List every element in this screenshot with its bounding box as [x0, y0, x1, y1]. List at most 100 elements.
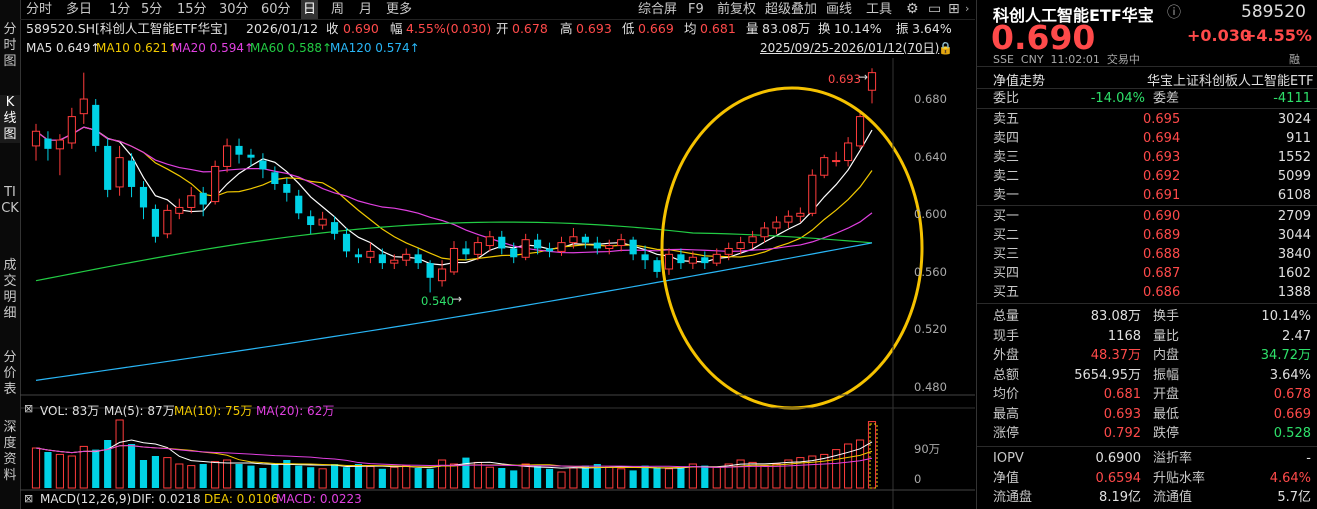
volume-bar [151, 456, 160, 488]
settings-icon[interactable]: ⚙ [906, 1, 919, 17]
candle-body [701, 257, 709, 264]
stat-row[interactable]: 均价 0.681 开盘 0.678 [993, 385, 1315, 404]
lock-icon[interactable]: 🔒 [938, 41, 953, 55]
macd-title: MACD(12,26,9) [40, 492, 132, 506]
ask-volume: 1552 [1277, 150, 1311, 165]
low-arrow-icon: → [452, 292, 463, 306]
macd-dif: DIF: 0.0218 [132, 492, 201, 506]
candle-body [318, 218, 327, 226]
vol-tick: 90万 [914, 442, 941, 456]
stat-row[interactable]: 最高 0.693 最低 0.669 [993, 405, 1315, 424]
stat-label: 最高 [993, 406, 1020, 422]
kline-chart[interactable] [20, 58, 975, 509]
volume-bar [104, 440, 112, 488]
tab-kline[interactable]: K线图 [0, 95, 20, 143]
tab-trade-detail[interactable]: 成交明细 [3, 258, 17, 321]
ask-level-label: 卖一 [993, 188, 1020, 203]
stat-row[interactable]: 现手 1168 量比 2.47 [993, 327, 1315, 346]
date-range[interactable]: 2025/09/25-2026/01/12(70日) [760, 41, 940, 55]
tab-depth-data[interactable]: 深度资料 [3, 420, 17, 483]
volume-bar [808, 455, 817, 489]
close-value: 0.690 [343, 21, 379, 36]
ask-level-row[interactable]: 卖三 0.693 1552 [993, 148, 1315, 167]
candle-body [593, 242, 601, 249]
layout-icon[interactable]: ⊞ [948, 1, 960, 17]
period-more[interactable]: 更多 [386, 2, 413, 17]
f9-button[interactable]: F9 [688, 2, 704, 17]
volume-bar [534, 465, 542, 488]
overlay-button[interactable]: 超级叠加 [765, 2, 818, 17]
bid-level-row[interactable]: 买五 0.686 1388 [993, 283, 1315, 302]
draw-line-button[interactable]: 画线 [826, 2, 853, 17]
ask-level-row[interactable]: 卖四 0.694 911 [993, 129, 1315, 148]
bid-volume: 2709 [1277, 209, 1311, 224]
nav-row[interactable]: IOPV 0.6900 溢折率 - [993, 449, 1315, 468]
period-day[interactable]: 日 [301, 0, 319, 19]
collapse-icon[interactable]: › [965, 2, 970, 15]
bid-level-row[interactable]: 买三 0.688 3840 [993, 245, 1315, 264]
tab-price-table[interactable]: 分价表 [3, 350, 17, 397]
nav-row[interactable]: 净值 0.6594 升贴水率 4.64% [993, 469, 1315, 488]
volume-bar [820, 453, 829, 489]
candle-body [151, 208, 160, 237]
bid-level-row[interactable]: 买四 0.687 1602 [993, 264, 1315, 283]
volume-bar [485, 466, 494, 489]
volume-bar [175, 463, 184, 489]
nav-row[interactable]: 流通盘 8.19亿 流通值 5.7亿 [993, 488, 1315, 507]
nav-value: - [1306, 451, 1311, 466]
nav-trend-link[interactable]: 净值走势 [993, 74, 1046, 89]
candle-body [295, 195, 303, 214]
volume-bar [832, 449, 841, 489]
security-name: 科创人工智能ETF华宝 [993, 6, 1154, 25]
candle-body [808, 174, 817, 214]
macd-settings-icon[interactable]: ⊠ [24, 492, 34, 505]
info-icon[interactable]: ⓘ [1167, 5, 1181, 21]
adjust-button[interactable]: 前复权 [717, 2, 757, 17]
ask-level-row[interactable]: 卖五 0.695 3024 [993, 110, 1315, 129]
composite-screen-button[interactable]: 综合屏 [638, 2, 678, 17]
period-timeshare[interactable]: 分时 [26, 2, 53, 17]
stat-row[interactable]: 涨停 0.792 跌停 0.528 [993, 424, 1315, 443]
tab-tick[interactable]: TICK [1, 185, 19, 216]
bid-price: 0.688 [1143, 247, 1181, 262]
volume-bar [796, 457, 805, 489]
nav-value: 0.6900 [1095, 451, 1142, 466]
high-value: 0.693 [576, 21, 612, 36]
candle-body [187, 195, 196, 208]
stat-row[interactable]: 外盘 48.37万 内盘 34.72万 [993, 346, 1315, 365]
view-tabs: 分时图 K线图 TICK 成交明细 分价表 深度资料 [0, 0, 21, 509]
stat-value: 0.678 [1273, 387, 1311, 402]
period-month[interactable]: 月 [359, 2, 373, 17]
bid-level-row[interactable]: 买二 0.689 3044 [993, 226, 1315, 245]
candle-body [581, 236, 589, 243]
stat-row[interactable]: 总量 83.08万 换手 10.14% [993, 307, 1315, 326]
tab-timeshare[interactable]: 分时图 [3, 22, 17, 69]
window-icon[interactable]: ▭ [928, 1, 942, 17]
ask-level-row[interactable]: 卖二 0.692 5099 [993, 167, 1315, 186]
ask-volume: 6108 [1277, 188, 1311, 203]
volume-bar [844, 443, 853, 489]
candle-body [104, 145, 112, 190]
bar-date: 2026/01/12 [246, 21, 319, 36]
period-15min[interactable]: 15分 [177, 2, 207, 17]
period-week[interactable]: 周 [331, 2, 345, 17]
period-5min[interactable]: 5分 [141, 2, 163, 17]
turnover-label: 换 [818, 21, 831, 36]
candle-body [605, 245, 614, 249]
tools-button[interactable]: 工具 [866, 2, 893, 17]
period-60min[interactable]: 60分 [261, 2, 291, 17]
ask-level-label: 卖四 [993, 131, 1020, 146]
ma20-line [35, 126, 873, 254]
period-30min[interactable]: 30分 [219, 2, 249, 17]
nav-label: 流通盘 [993, 490, 1033, 505]
period-multiday[interactable]: 多日 [66, 2, 93, 17]
stat-row[interactable]: 总额 5654.95万 振幅 3.64% [993, 366, 1315, 385]
ask-level-row[interactable]: 卖一 0.691 6108 [993, 186, 1315, 205]
bid-level-row[interactable]: 买一 0.690 2709 [993, 207, 1315, 226]
volume-bar [127, 444, 136, 488]
volume-bar [462, 457, 470, 488]
period-1min[interactable]: 1分 [109, 2, 131, 17]
candle-body [557, 242, 566, 252]
vol-settings-icon[interactable]: ⊠ [24, 402, 34, 415]
stat-label: 总量 [993, 309, 1020, 324]
